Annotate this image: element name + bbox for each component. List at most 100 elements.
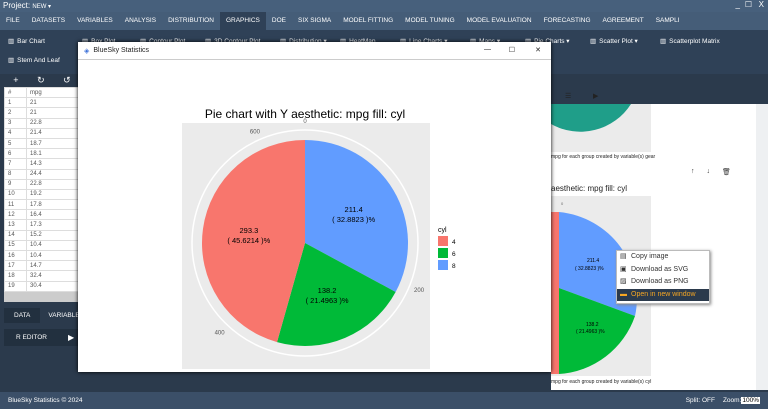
undo-icon[interactable]: ↺ bbox=[63, 75, 71, 85]
app-minimize-button[interactable]: _ bbox=[735, 0, 740, 9]
menu-item-icon: ▤ bbox=[620, 253, 627, 260]
vertical-scrollbar[interactable] bbox=[756, 104, 768, 390]
r-editor-button[interactable]: R EDITOR ▶ bbox=[4, 328, 80, 346]
toolbar-heatmap[interactable]: ▥HeatMap bbox=[340, 37, 376, 46]
move-down-icon[interactable]: ↓ bbox=[706, 168, 711, 175]
mpg-cell[interactable]: 15.2 bbox=[26, 229, 80, 241]
mpg-cell[interactable]: 18.1 bbox=[26, 148, 80, 160]
mpg-cell[interactable]: 21 bbox=[26, 97, 80, 109]
zoom-input[interactable]: 100% bbox=[741, 397, 760, 404]
output-panel: ☰ ▶ mpg for each group created by variabl… bbox=[551, 90, 768, 390]
menu-analysis[interactable]: ANALYSIS bbox=[124, 17, 157, 24]
popup-title-bar[interactable]: ◈ BlueSky Statistics — ☐ ✕ bbox=[78, 42, 551, 60]
toolbar-label: Contour Plot bbox=[149, 37, 186, 45]
chart-icon: ▥ bbox=[660, 38, 667, 45]
slice-percent-label: ( 21.4963 )% bbox=[306, 296, 349, 305]
menu-distribution[interactable]: DISTRIBUTION bbox=[168, 17, 214, 24]
main-menu: FILE DATASETS VARIABLES ANALYSIS DISTRIBUTIO… bbox=[0, 12, 768, 30]
toolbar-bar-chart[interactable]: ▥ Bar Chart bbox=[8, 37, 45, 46]
mpg-cell[interactable]: 21.4 bbox=[26, 127, 80, 139]
run-icon[interactable]: ▶ bbox=[593, 93, 599, 100]
menu-graphics[interactable]: GRAPHICS bbox=[219, 12, 266, 30]
toolbar-distribution[interactable]: ▥Distribution ▾ bbox=[280, 37, 327, 45]
legend-label: 6 bbox=[452, 251, 456, 258]
chart-title: Pie chart with Y aesthetic: mpg fill: cy… bbox=[205, 107, 405, 121]
menu-file[interactable]: FILE bbox=[6, 17, 20, 24]
mpg-cell[interactable]: 10.4 bbox=[26, 249, 80, 262]
mpg-cell[interactable]: 17.3 bbox=[26, 219, 80, 231]
menu-datasets[interactable]: DATASETS bbox=[31, 17, 66, 24]
toolbar-label: 3D Contour Plot bbox=[214, 37, 261, 45]
context-menu-item[interactable]: ▨ Download as PNG bbox=[617, 276, 709, 289]
popup-title: BlueSky Statistics bbox=[93, 47, 150, 54]
tab-data[interactable]: DATA bbox=[4, 307, 41, 323]
table-row: 2 21 bbox=[4, 107, 80, 119]
add-icon[interactable]: + bbox=[13, 75, 19, 85]
toolbar-stem-and-leaf[interactable]: ▥ Stem And Leaf bbox=[8, 56, 60, 65]
mpg-cell[interactable]: 19.2 bbox=[26, 188, 80, 201]
toolbar-scatterplot-matrix[interactable]: ▥ Scatterplot Matrix bbox=[660, 37, 720, 46]
toolbar-label: Scatterplot Matrix bbox=[669, 37, 720, 45]
mpg-cell[interactable]: 32.4 bbox=[26, 270, 80, 282]
menu-agreement[interactable]: AGREEMENT bbox=[602, 17, 644, 24]
chart-icon: ▥ bbox=[140, 37, 146, 45]
row-number: 16 bbox=[4, 249, 27, 262]
popup-maximize-button[interactable]: ☐ bbox=[508, 47, 515, 54]
menu-model-fitting[interactable]: MODEL FITTING bbox=[343, 17, 394, 24]
context-menu-item[interactable]: ▤ Copy image bbox=[617, 251, 709, 264]
mpg-cell[interactable]: 14.7 bbox=[26, 260, 80, 272]
mpg-cell[interactable]: 17.8 bbox=[26, 199, 80, 211]
pie-slice-6 bbox=[277, 243, 396, 346]
mpg-cell[interactable]: 16.4 bbox=[26, 209, 80, 221]
menu-sampli[interactable]: SAMPLI bbox=[655, 17, 680, 24]
row-number: 3 bbox=[4, 117, 27, 129]
toolbar-pie-charts[interactable]: ▥Pie Charts ▾ bbox=[525, 37, 570, 45]
chart-icon: ▥ bbox=[82, 37, 88, 45]
context-menu-item[interactable]: ▬ Open in new window bbox=[617, 288, 709, 301]
toolbar-3d-contour-plot[interactable]: ▥3D Contour Plot bbox=[205, 37, 261, 46]
mpg-cell[interactable]: 14.3 bbox=[26, 158, 80, 170]
mpg-cell[interactable]: 22.8 bbox=[26, 178, 80, 190]
menu-model-tuning[interactable]: MODEL TUNING bbox=[405, 17, 455, 24]
popup-minimize-button[interactable]: — bbox=[484, 46, 491, 53]
toolbar-contour-plot[interactable]: ▥Contour Plot bbox=[140, 37, 186, 46]
tab-variables[interactable]: VARIABLES bbox=[48, 311, 85, 319]
mpg-cell[interactable]: 10.4 bbox=[26, 239, 80, 252]
list-icon[interactable]: ☰ bbox=[565, 93, 572, 100]
refresh-icon[interactable]: ↻ bbox=[37, 75, 45, 85]
toolbar-line-charts[interactable]: ▥Line Charts ▾ bbox=[400, 37, 447, 45]
run-icon[interactable]: ▶ bbox=[68, 332, 75, 342]
column-header[interactable]: # bbox=[4, 86, 27, 99]
menu-six-sigma[interactable]: SIX SIGMA bbox=[297, 17, 332, 24]
context-menu-item[interactable]: ▣ Download as SVG bbox=[617, 264, 709, 277]
menu-doe[interactable]: DOE bbox=[271, 17, 286, 24]
project-dropdown[interactable]: NEW ▾ bbox=[32, 4, 52, 10]
app-maximize-button[interactable]: ☐ bbox=[744, 0, 752, 9]
row-number: 8 bbox=[4, 168, 27, 180]
menu-item-icon: ▣ bbox=[620, 265, 627, 273]
column-header[interactable]: mpg bbox=[26, 86, 80, 99]
mpg-cell[interactable]: 30.4 bbox=[26, 280, 80, 292]
table-row: 11 17.8 bbox=[4, 199, 80, 211]
toolbar-label: Line Charts ▾ bbox=[409, 37, 447, 45]
app-close-button[interactable]: X bbox=[758, 0, 764, 9]
table-row: 14 15.2 bbox=[4, 229, 80, 241]
toolbar-maps[interactable]: ▥Maps ▾ bbox=[470, 37, 500, 45]
popup-close-button[interactable]: ✕ bbox=[535, 47, 541, 54]
move-up-icon[interactable]: ↑ bbox=[691, 168, 695, 175]
mpg-cell[interactable]: 21 bbox=[26, 107, 80, 119]
mpg-cell[interactable]: 22.8 bbox=[26, 117, 80, 129]
toolbar-box-plot[interactable]: ▥Box Plot bbox=[82, 37, 115, 46]
mpg-cell[interactable]: 24.4 bbox=[26, 168, 80, 180]
mpg-cell[interactable]: 18.7 bbox=[26, 137, 80, 150]
table-row: 8 24.4 bbox=[4, 168, 80, 180]
menu-forecasting[interactable]: FORECASTING bbox=[543, 17, 591, 24]
horizontal-scrollbar[interactable] bbox=[4, 291, 80, 302]
toolbar-scatter-plot[interactable]: ▥ Scatter Plot ▾ bbox=[590, 37, 638, 45]
slice-percent-label: ( 45.6214 )% bbox=[227, 236, 270, 245]
split-status[interactable]: Split: OFF bbox=[685, 397, 715, 404]
menu-variables[interactable]: VARIABLES bbox=[77, 17, 113, 24]
axis-tick-label: 0 bbox=[303, 119, 307, 125]
delete-icon[interactable]: 🗑 bbox=[722, 169, 731, 176]
menu-model-evaluation[interactable]: MODEL EVALUATION bbox=[466, 17, 532, 24]
